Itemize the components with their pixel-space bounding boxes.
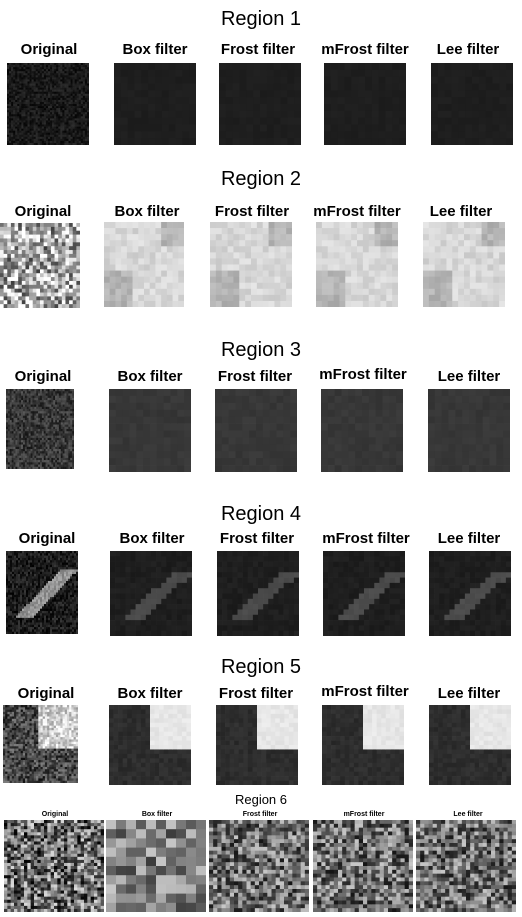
- region-6-mfrost-image: [313, 820, 413, 912]
- region-2-original-image: [0, 223, 80, 308]
- region-2-title: Region 2: [220, 168, 302, 190]
- region-4-title: Region 4: [220, 503, 302, 525]
- region-6-label-original: Original: [41, 811, 69, 818]
- region-2-mfrost-image: [316, 222, 398, 307]
- region-6-label-box: Box filter: [141, 811, 173, 818]
- region-2-lee-image: [423, 222, 505, 307]
- region-1-title: Region 1: [220, 8, 302, 30]
- region-5-label-frost: Frost filter: [218, 685, 294, 702]
- region-3-lee-image: [428, 389, 510, 472]
- region-1-lee-image: [431, 63, 513, 145]
- region-5-label-mfrost: mFrost filter: [321, 683, 409, 700]
- region-4-lee-image: [429, 551, 511, 636]
- region-1-label-lee: Lee filter: [436, 41, 500, 58]
- region-6-original-image: [4, 820, 104, 912]
- region-4-label-mfrost: mFrost filter: [322, 530, 410, 547]
- region-5-lee-image: [429, 705, 511, 785]
- region-3-label-original: Original: [14, 368, 72, 385]
- region-6-lee-image: [416, 820, 516, 912]
- region-2-label-box: Box filter: [114, 203, 180, 220]
- region-5-label-box: Box filter: [117, 685, 183, 702]
- region-4-original-image: [6, 551, 78, 634]
- region-3-frost-image: [215, 389, 297, 472]
- region-4-label-lee: Lee filter: [437, 530, 501, 547]
- region-4-label-box: Box filter: [119, 530, 185, 547]
- region-3-box-image: [109, 389, 191, 472]
- region-1-label-box: Box filter: [122, 41, 188, 58]
- region-2-label-lee: Lee filter: [429, 203, 493, 220]
- region-5-label-original: Original: [17, 685, 75, 702]
- region-3-title: Region 3: [220, 339, 302, 361]
- region-3-label-frost: Frost filter: [217, 368, 293, 385]
- region-3-label-mfrost: mFrost filter: [319, 366, 407, 383]
- region-1-original-image: [7, 63, 89, 145]
- region-4-label-original: Original: [18, 530, 76, 547]
- region-1-label-frost: Frost filter: [220, 41, 296, 58]
- region-6-label-mfrost: mFrost filter: [343, 811, 385, 818]
- region-3-label-lee: Lee filter: [437, 368, 501, 385]
- region-4-frost-image: [217, 551, 299, 636]
- region-2-label-original: Original: [14, 203, 72, 220]
- region-2-box-image: [104, 222, 184, 307]
- region-2-label-frost: Frost filter: [214, 203, 290, 220]
- region-3-original-image: [6, 389, 74, 469]
- region-1-label-mfrost: mFrost filter: [321, 41, 409, 58]
- region-2-label-mfrost: mFrost filter: [313, 203, 401, 220]
- region-1-box-image: [114, 63, 196, 145]
- region-2-frost-image: [210, 222, 292, 307]
- region-3-label-box: Box filter: [117, 368, 183, 385]
- region-5-original-image: [3, 705, 78, 783]
- region-5-frost-image: [216, 705, 298, 785]
- region-4-box-image: [110, 551, 192, 636]
- region-6-frost-image: [209, 820, 309, 912]
- region-3-mfrost-image: [321, 389, 403, 472]
- region-5-title: Region 5: [220, 656, 302, 678]
- region-4-mfrost-image: [323, 551, 405, 636]
- region-1-label-original: Original: [20, 41, 78, 58]
- region-1-mfrost-image: [324, 63, 406, 145]
- region-6-label-lee: Lee filter: [453, 811, 483, 818]
- region-5-box-image: [109, 705, 191, 785]
- region-6-title: Region 6: [234, 792, 288, 807]
- region-5-label-lee: Lee filter: [437, 685, 501, 702]
- region-5-mfrost-image: [322, 705, 404, 785]
- region-6-label-frost: Frost filter: [242, 811, 278, 818]
- region-4-label-frost: Frost filter: [219, 530, 295, 547]
- region-1-frost-image: [219, 63, 301, 145]
- region-6-box-image: [106, 820, 206, 912]
